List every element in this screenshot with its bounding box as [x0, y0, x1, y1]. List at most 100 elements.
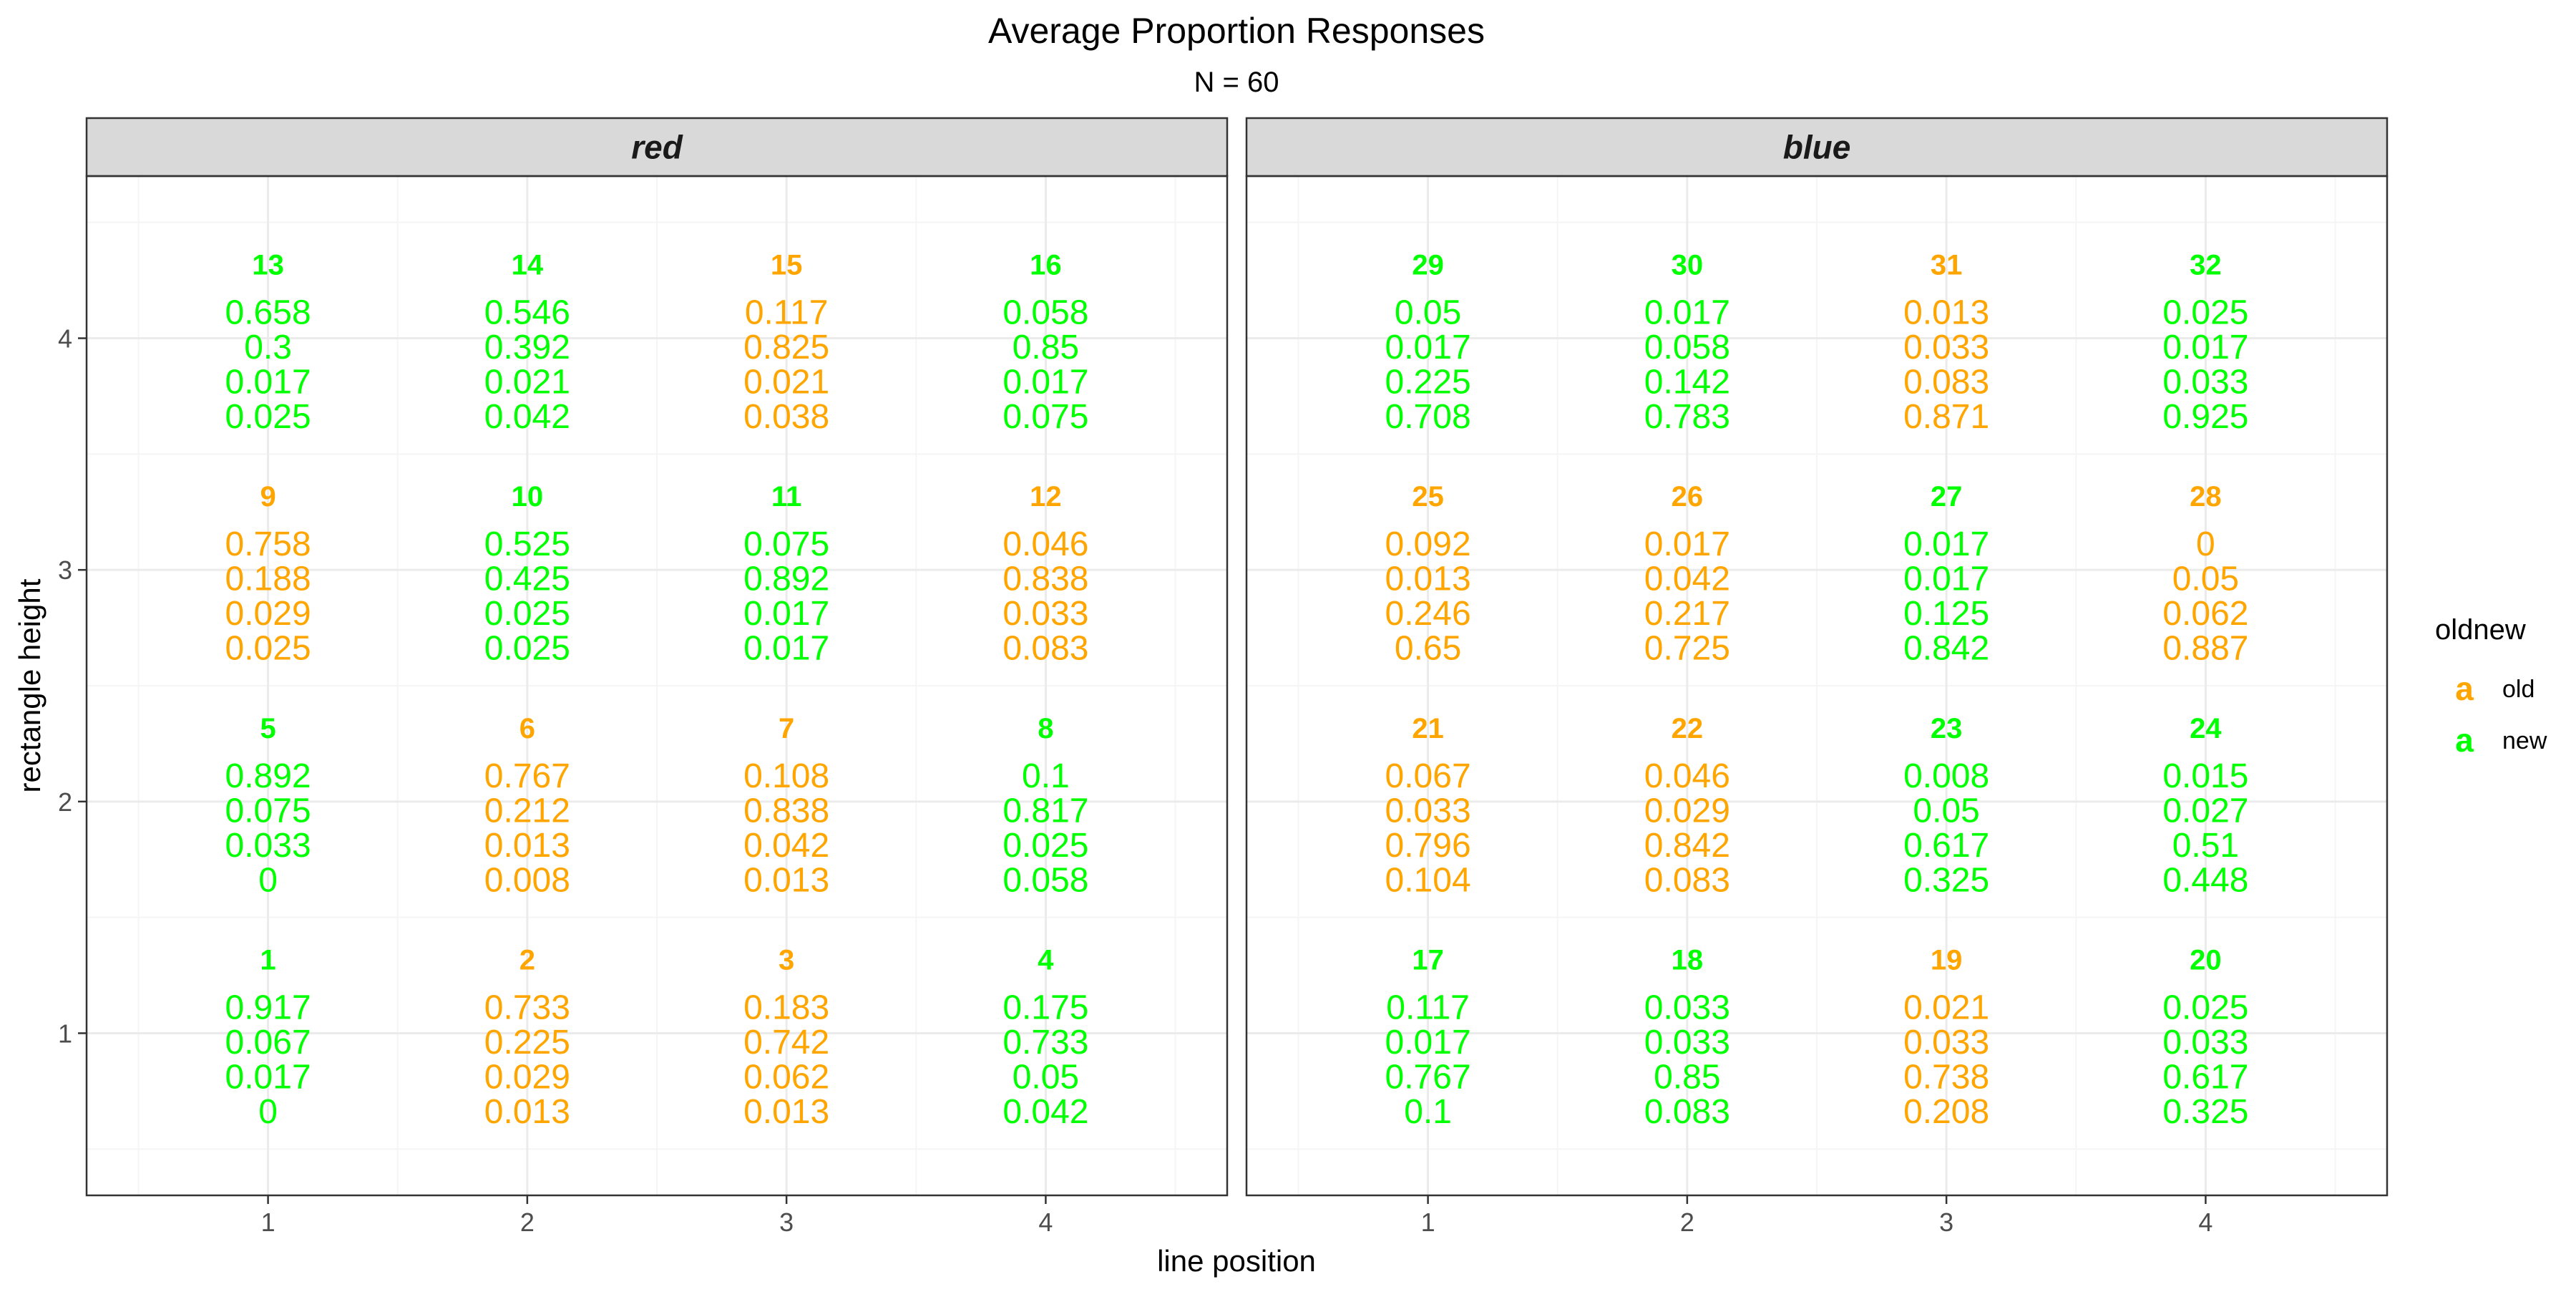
cell-value-label: 0.733 — [1002, 1024, 1088, 1062]
cell-value-label: 0.058 — [1002, 294, 1088, 332]
cell-value-label: 0.05 — [1395, 294, 1461, 332]
chart-subtitle: N = 60 — [1194, 67, 1279, 98]
cell-value-label: 0.042 — [1644, 560, 1730, 598]
cell-value-label: 0.796 — [1385, 827, 1471, 865]
cell-id-label: 13 — [252, 250, 284, 281]
cell-value-label: 0.075 — [743, 525, 829, 563]
x-tick-label: 1 — [1421, 1208, 1435, 1237]
cell-value-label: 0.083 — [1002, 630, 1088, 668]
cell-value-label: 0.767 — [1385, 1058, 1471, 1096]
cell-value-label: 0.038 — [743, 398, 829, 436]
legend-title: oldnew — [2435, 614, 2526, 646]
cell-id-label: 21 — [1412, 713, 1444, 744]
cell-id-label: 25 — [1412, 481, 1444, 513]
cell-value-label: 0.017 — [2162, 329, 2248, 366]
cell-value-label: 0.025 — [225, 398, 311, 436]
cell-id-label: 20 — [2190, 944, 2222, 976]
cell-value-label: 0.027 — [2162, 792, 2248, 830]
cell-value-label: 0.062 — [2162, 595, 2248, 633]
cell-id-label: 9 — [260, 481, 275, 513]
cell-value-label: 0.017 — [1903, 560, 1989, 598]
cell-value-label: 0.017 — [1644, 294, 1730, 332]
cell-value-label: 0.033 — [2162, 1024, 2248, 1062]
cell-value-label: 0.033 — [1644, 1024, 1730, 1062]
cell-id-label: 27 — [1931, 481, 1963, 513]
panel-red: red130.6580.30.0170.025140.5460.3920.021… — [85, 117, 1229, 1237]
cell-id-label: 28 — [2190, 481, 2222, 513]
cell-value-label: 0.212 — [484, 792, 570, 830]
cell-value-label: 0.217 — [1644, 595, 1730, 633]
cell-id-label: 30 — [1672, 250, 1704, 281]
cell-value-label: 0.025 — [2162, 294, 2248, 332]
cell-id-label: 16 — [1030, 250, 1062, 281]
cell-value-label: 0.817 — [1002, 792, 1088, 830]
cell-value-label: 0.033 — [1385, 792, 1471, 830]
facet-strip — [85, 117, 1229, 178]
cell-value-label: 0.013 — [484, 827, 570, 865]
cell-value-label: 0.033 — [1002, 595, 1088, 633]
cell-value-label: 0.025 — [2162, 989, 2248, 1026]
cell-value-label: 0.838 — [743, 792, 829, 830]
cell-value-label: 0.51 — [2172, 827, 2239, 865]
cell-value-label: 0.188 — [225, 560, 311, 598]
x-tick-label: 2 — [520, 1208, 535, 1237]
cell-value-label: 0.021 — [484, 364, 570, 402]
cell-value-label: 0.925 — [2162, 398, 2248, 436]
cell-value-label: 0.083 — [1903, 364, 1989, 402]
cell-value-label: 0.546 — [484, 294, 570, 332]
cell-value-label: 0.042 — [743, 827, 829, 865]
cell-value-label: 0.021 — [1903, 989, 1989, 1026]
x-tick-label: 2 — [1680, 1208, 1694, 1237]
cell-id-label: 26 — [1672, 481, 1704, 513]
cell-value-label: 0.1 — [1404, 1093, 1452, 1131]
x-tick-label: 4 — [2198, 1208, 2212, 1237]
cell-value-label: 0.05 — [2172, 560, 2239, 598]
cell-value-label: 0.117 — [1386, 989, 1470, 1026]
cell-value-label: 0.008 — [484, 861, 570, 899]
cell-value-label: 0.175 — [1002, 989, 1088, 1026]
cell-id-label: 7 — [779, 713, 794, 744]
y-axis-label: rectangle height — [13, 578, 47, 792]
cell-value-label: 0.117 — [745, 294, 829, 332]
legend-entry-new: a new — [2455, 722, 2547, 759]
chart-title: Average Proportion Responses — [988, 11, 1485, 51]
cell-value-label: 0.021 — [743, 364, 829, 402]
cell-value-label: 0.733 — [484, 989, 570, 1026]
x-tick-label: 1 — [261, 1208, 275, 1237]
cell-value-label: 0.083 — [1644, 861, 1730, 899]
cell-value-label: 0.3 — [244, 329, 292, 366]
cell-id-label: 31 — [1931, 250, 1963, 281]
legend-key: a — [2455, 722, 2474, 759]
cell-value-label: 0 — [2196, 525, 2215, 563]
x-tick-label: 3 — [779, 1208, 794, 1237]
cell-value-label: 0.225 — [484, 1024, 570, 1062]
cell-value-label: 0.738 — [1903, 1058, 1989, 1096]
cell-id-label: 24 — [2190, 713, 2222, 744]
cell-value-label: 0.017 — [1385, 329, 1471, 366]
cell-value-label: 0.825 — [743, 329, 829, 366]
cell-value-label: 0.033 — [225, 827, 311, 865]
cell-value-label: 0.325 — [1903, 861, 1989, 899]
cell-value-label: 0.033 — [2162, 364, 2248, 402]
cell-value-label: 0.046 — [1644, 757, 1730, 795]
panel-blue: blue290.050.0170.2250.708300.0170.0580.1… — [1245, 117, 2389, 1237]
